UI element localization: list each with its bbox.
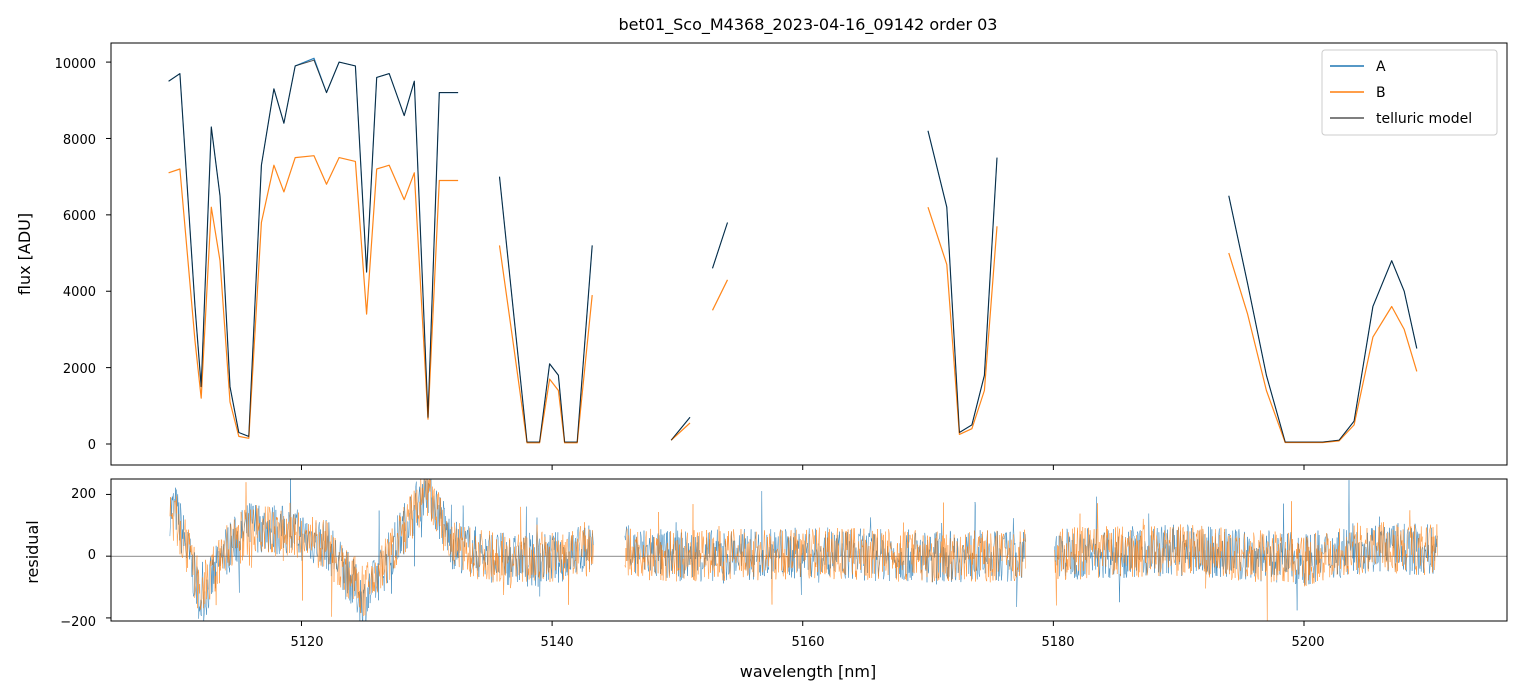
flux-y-tick-label: 0 bbox=[88, 438, 96, 453]
legend-label-telluric-model: telluric model bbox=[1376, 111, 1472, 127]
flux-axes-frame bbox=[110, 42, 1508, 466]
flux-y-tick-label: 10000 bbox=[55, 57, 96, 72]
residual-axes-frame bbox=[110, 478, 1508, 622]
legend-box bbox=[1321, 49, 1498, 136]
residual-series-b bbox=[169, 479, 1438, 621]
chart-title: bet01_Sco_M4368_2023-04-16_09142 order 0… bbox=[619, 15, 998, 35]
legend-label-b: B bbox=[1376, 85, 1386, 101]
flux-y-tick-label: 6000 bbox=[63, 209, 96, 224]
flux-y-tick-label: 8000 bbox=[63, 133, 96, 148]
residual-y-axis: −200 0 200 bbox=[60, 487, 96, 630]
x-tick-label: 5200 bbox=[1291, 635, 1324, 650]
x-tick-label: 5180 bbox=[1041, 635, 1074, 650]
flux-y-tick-label: 4000 bbox=[63, 285, 96, 300]
x-tick-label: 5160 bbox=[791, 635, 824, 650]
residual-y-tick-label: 200 bbox=[71, 487, 96, 502]
residual-y-tick-label: 0 bbox=[88, 548, 96, 563]
x-axis-label: wavelength [nm] bbox=[740, 662, 877, 681]
residual-series-group bbox=[111, 479, 1507, 621]
tick-marks bbox=[106, 61, 1305, 626]
flux-panel: 0 2000 4000 6000 8000 10000 flux [ADU] A… bbox=[15, 42, 1508, 466]
residual-y-axis-label: residual bbox=[23, 520, 42, 583]
flux-y-tick-label: 2000 bbox=[63, 362, 96, 377]
flux-y-axis: 0 2000 4000 6000 8000 10000 bbox=[55, 57, 96, 453]
residual-panel: −200 0 200 residual 5120 5140 5160 5180 … bbox=[23, 478, 1508, 681]
x-tick-label: 5140 bbox=[540, 635, 573, 650]
x-tick-label: 5120 bbox=[290, 635, 323, 650]
x-axis: 5120 5140 5160 5180 5200 bbox=[290, 635, 1324, 650]
legend-label-a: A bbox=[1376, 59, 1386, 75]
legend: A B telluric model bbox=[1321, 49, 1498, 136]
flux-y-axis-label: flux [ADU] bbox=[15, 213, 34, 295]
residual-y-tick-label: −200 bbox=[60, 615, 96, 630]
